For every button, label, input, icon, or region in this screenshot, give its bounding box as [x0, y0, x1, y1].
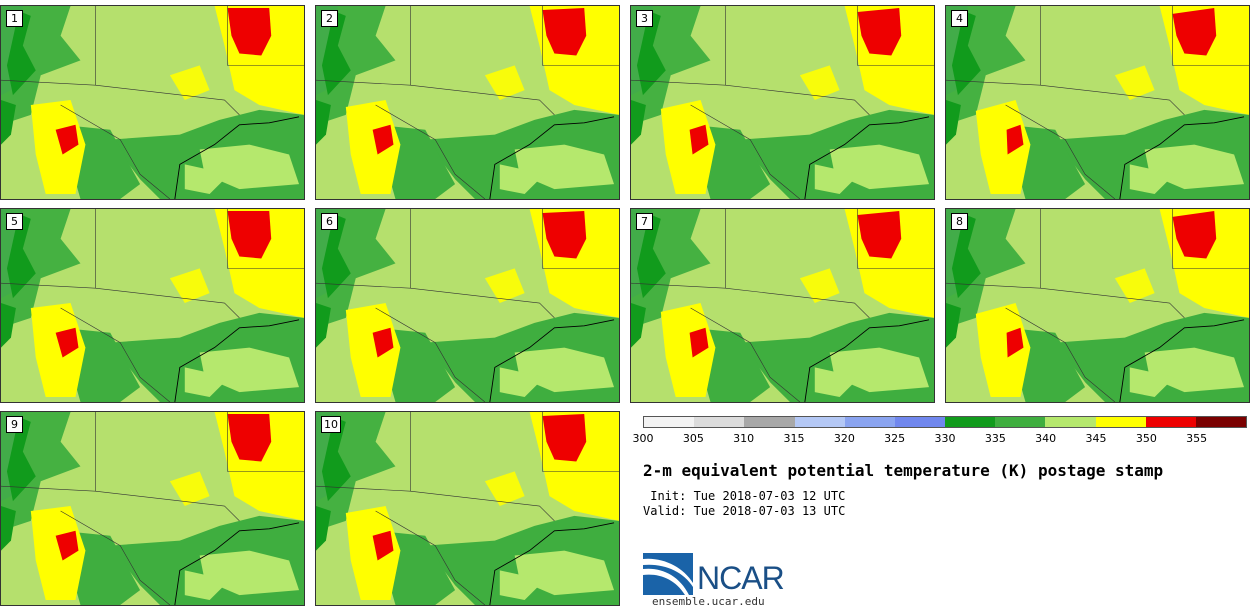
member-label: 4 [951, 10, 968, 27]
member-label: 1 [6, 10, 23, 27]
map-field [631, 6, 934, 199]
map-field [1, 209, 304, 402]
site-url: ensemble.ucar.edu [652, 595, 765, 608]
colorbar-tick-label: 340 [1035, 432, 1057, 445]
colorbar-segment [694, 417, 745, 427]
colorbar-segment [1045, 417, 1096, 427]
colorbar-segment [1095, 417, 1146, 427]
colorbar-tick-label: 315 [783, 432, 805, 445]
colorbar-tick-label: 320 [833, 432, 855, 445]
stamp-panel-4: 4 [945, 5, 1250, 200]
map-field [946, 6, 1249, 199]
map-field [1, 412, 304, 605]
logo-text: NCAR [697, 560, 785, 596]
colorbar-tick-label: 345 [1085, 432, 1107, 445]
plot-title: 2-m equivalent potential temperature (K)… [643, 461, 1164, 480]
colorbar-segment [1195, 417, 1247, 427]
colorbar-tick-label: 350 [1135, 432, 1157, 445]
member-label: 8 [951, 213, 968, 230]
map-field [316, 209, 619, 402]
member-label: 6 [321, 213, 338, 230]
map-field [316, 412, 619, 605]
stamp-panel-2: 2 [315, 5, 620, 200]
colorbar-ticks: 300 305 310 315 320 325 330 335 340 345 350 355 [633, 432, 1247, 446]
stamp-panel-6: 6 [315, 208, 620, 403]
stamp-panel-1: 1 [0, 5, 305, 200]
colorbar-segment [644, 417, 695, 427]
stamp-panel-10: 10 [315, 411, 620, 606]
map-field [316, 6, 619, 199]
colorbar-tick-label: 325 [884, 432, 906, 445]
member-label: 5 [6, 213, 23, 230]
colorbar [643, 416, 1247, 428]
init-time: Init: Tue 2018-07-03 12 UTC [643, 489, 846, 503]
stamp-panel-7: 7 [630, 208, 935, 403]
map-field [946, 209, 1249, 402]
member-label: 7 [636, 213, 653, 230]
colorbar-tick-label: 330 [934, 432, 956, 445]
colorbar-segment [1145, 417, 1196, 427]
colorbar-tick-label: 305 [682, 432, 704, 445]
ncar-logo-icon [643, 553, 693, 595]
valid-time: Valid: Tue 2018-07-03 13 UTC [643, 504, 846, 518]
colorbar-segment [995, 417, 1046, 427]
colorbar-tick-label: 335 [984, 432, 1006, 445]
member-label: 2 [321, 10, 338, 27]
stamp-panel-5: 5 [0, 208, 305, 403]
member-label: 10 [321, 416, 341, 433]
stamp-panel-3: 3 [630, 5, 935, 200]
stamp-panel-8: 8 [945, 208, 1250, 403]
colorbar-segment [844, 417, 895, 427]
colorbar-segment [894, 417, 946, 427]
map-field [1, 6, 304, 199]
colorbar-segment [794, 417, 845, 427]
colorbar-tick-label: 310 [733, 432, 755, 445]
map-field [631, 209, 934, 402]
stamp-panel-9: 9 [0, 411, 305, 606]
member-label: 9 [6, 416, 23, 433]
colorbar-tick-label: 300 [632, 432, 654, 445]
member-label: 3 [636, 10, 653, 27]
colorbar-tick-label: 355 [1186, 432, 1208, 445]
colorbar-segment [945, 417, 996, 427]
colorbar-segment [744, 417, 795, 427]
